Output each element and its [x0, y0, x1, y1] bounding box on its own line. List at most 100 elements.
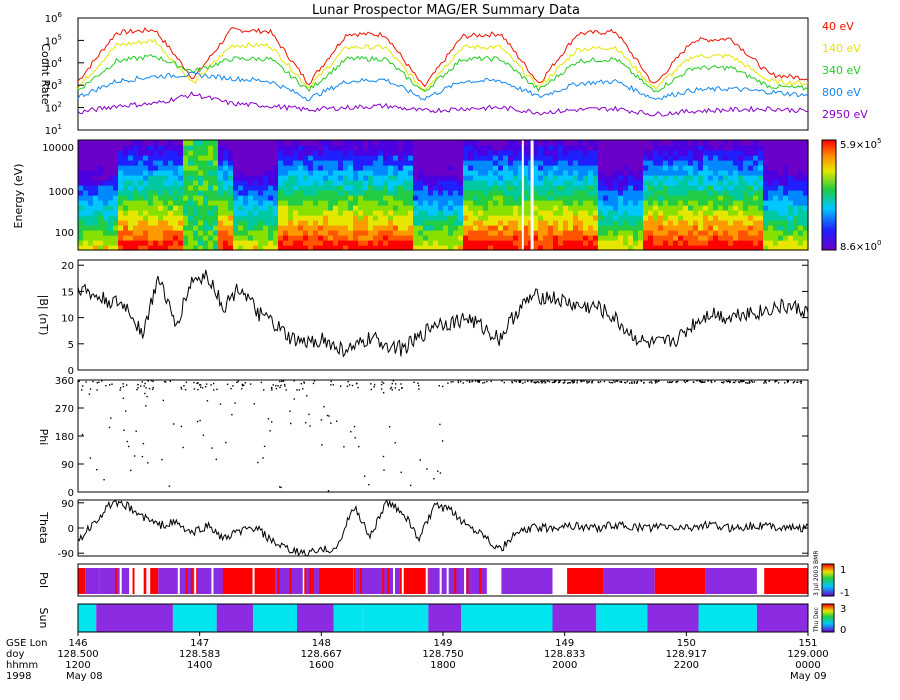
spectrogram-cell	[323, 225, 329, 231]
spectrogram-cell	[283, 150, 289, 156]
spectrogram-cell	[338, 240, 344, 246]
spectrogram-cell	[403, 170, 409, 176]
spectrogram-cell	[348, 205, 354, 211]
spectrogram-cell	[153, 150, 159, 156]
spectrogram-cell	[348, 225, 354, 231]
spectrogram-cell	[403, 195, 409, 201]
spectrogram-cell	[213, 155, 219, 161]
spectrogram-cell	[708, 180, 714, 186]
spectrogram-cell	[313, 190, 319, 196]
phi-point	[308, 413, 310, 416]
spectrogram-cell	[783, 150, 789, 156]
spectrogram-cell	[518, 195, 524, 201]
spectrogram-cell	[503, 145, 509, 151]
count-tick-label: 106	[45, 11, 63, 25]
spectrogram-cell	[183, 240, 189, 246]
phi-point	[293, 380, 295, 382]
phi-tick-label: 270	[55, 404, 74, 415]
count-series-line	[77, 27, 809, 88]
spectrogram-cell	[498, 160, 504, 166]
spectrogram-cell	[168, 150, 174, 156]
spectrogram-cell	[298, 185, 304, 191]
spectrogram-cell	[708, 190, 714, 196]
spectrogram-cell	[488, 145, 494, 151]
spectrogram-cell	[193, 165, 199, 171]
spectrogram-cell	[418, 230, 424, 236]
spectrogram-cell	[463, 170, 469, 176]
spectrogram-cell	[663, 225, 669, 231]
spectrogram-cell	[393, 170, 399, 176]
spectrogram-cell	[93, 235, 99, 241]
spectrogram-cell	[168, 190, 174, 196]
spectrogram-cell	[753, 170, 759, 176]
spectrogram-cell	[633, 150, 639, 156]
spectrogram-cell	[188, 225, 194, 231]
spectrogram-cell	[88, 165, 94, 171]
spectrogram-cell	[388, 145, 394, 151]
phi-point	[354, 437, 356, 439]
spectrogram-cell	[683, 200, 689, 206]
spectrogram-cell	[438, 215, 444, 221]
spectrogram-cell	[363, 185, 369, 191]
spectrogram-cell	[538, 195, 544, 201]
spectrogram-cell	[373, 205, 379, 211]
spectrogram-cell	[188, 185, 194, 191]
spectrogram-cell	[118, 215, 124, 221]
spectrogram-cell	[503, 150, 509, 156]
spectrogram-cell	[508, 235, 514, 241]
spectrogram-cell	[268, 160, 274, 166]
spectrogram-cell	[773, 140, 779, 146]
spectrogram-cell	[198, 155, 204, 161]
spectrogram-cell	[173, 195, 179, 201]
spectrogram-cell	[578, 220, 584, 226]
spectrogram-cell	[118, 175, 124, 181]
phi-point	[417, 382, 419, 384]
spectrogram-cell	[553, 235, 559, 241]
spectrogram-cell	[328, 225, 334, 231]
spectrogram-cell	[578, 145, 584, 151]
phi-point	[739, 380, 742, 382]
spectrogram-cell	[98, 245, 104, 251]
spectrogram-cell	[728, 150, 734, 156]
phi-point	[457, 380, 460, 382]
spectrogram-cell	[353, 190, 359, 196]
spectrogram-cell	[618, 165, 624, 171]
spectrogram-cell	[273, 210, 279, 216]
spectrogram-cell	[623, 160, 629, 166]
spectrogram-cell	[523, 235, 529, 241]
x-tick-doy: 128.917	[666, 649, 707, 660]
spectrogram-cell	[448, 155, 454, 161]
spectrogram-cell	[458, 220, 464, 226]
spectrogram-cell	[323, 185, 329, 191]
spectrogram-cell	[678, 155, 684, 161]
spectrogram-cell	[618, 200, 624, 206]
spectrogram-cell	[803, 210, 809, 216]
spectrogram-cell	[408, 245, 414, 251]
spectrogram-cell	[668, 230, 674, 236]
spectrogram-cell	[458, 225, 464, 231]
spectrogram-cell	[733, 180, 739, 186]
phi-point	[271, 387, 273, 389]
spectrogram-cell	[728, 180, 734, 186]
spectrogram-cell	[613, 235, 619, 241]
xaxis-row-year: 1998	[6, 671, 31, 682]
spectrogram-cell	[168, 205, 174, 211]
spectrogram-cell	[353, 155, 359, 161]
spectrogram-cell	[458, 185, 464, 191]
phi-point	[389, 387, 392, 390]
spectrogram-cell	[563, 245, 569, 251]
spectrogram-cell	[153, 185, 159, 191]
spectrogram-cell	[428, 170, 434, 176]
spectrogram-cell	[328, 245, 334, 251]
spectrogram-cell	[283, 175, 289, 181]
spectrogram-cell	[658, 160, 664, 166]
spectrogram-cell	[103, 175, 109, 181]
phi-point	[503, 381, 505, 384]
spectrogram-cell	[573, 165, 579, 171]
spectrogram-cell	[608, 170, 614, 176]
phi-point	[382, 455, 385, 458]
spectrogram-cell	[538, 245, 544, 251]
phi-point	[777, 382, 780, 384]
spectrogram-cell	[158, 245, 164, 251]
spectrogram-cell	[138, 155, 144, 161]
